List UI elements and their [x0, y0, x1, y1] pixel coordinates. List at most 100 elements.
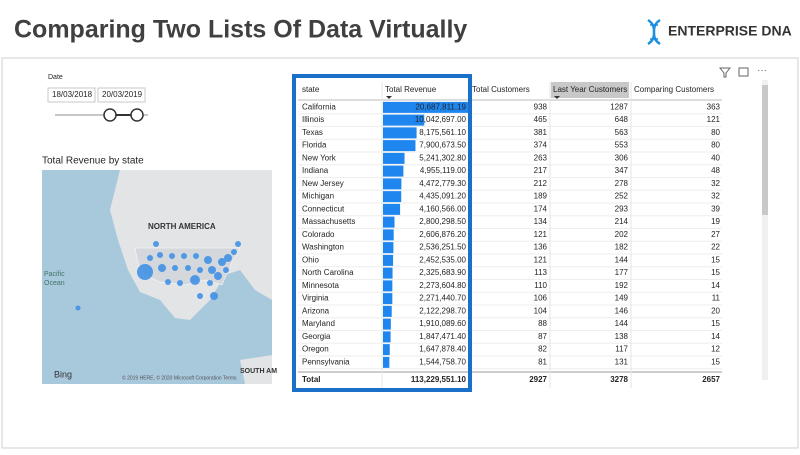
total-cell: 2927 — [529, 375, 547, 384]
number-cell: 192 — [615, 281, 629, 290]
map-credits: © 2019 HERE, © 2020 Microsoft Corporatio… — [122, 374, 237, 381]
number-cell: 146 — [615, 306, 629, 315]
state-cell: Georgia — [302, 332, 331, 341]
number-cell: 27 — [711, 230, 720, 239]
slicer-label: Date — [48, 74, 63, 81]
revenue-bar — [383, 140, 416, 152]
map-label: SOUTH AM — [240, 368, 277, 375]
state-cell: Pennsylvania — [302, 357, 350, 366]
number-cell: 278 — [615, 179, 629, 188]
revenue-bar — [383, 152, 405, 164]
number-cell: 374 — [534, 141, 548, 150]
revenue-cell: 4,955,119.00 — [420, 166, 467, 175]
revenue-cell: 2,325,683.90 — [419, 268, 466, 277]
number-cell: 217 — [534, 166, 548, 175]
sort-indicator — [386, 96, 392, 99]
revenue-cell: 4,472,779.30 — [419, 179, 466, 188]
revenue-cell: 8,175,561.10 — [419, 128, 466, 137]
revenue-bar — [383, 165, 404, 177]
number-cell: 15 — [711, 357, 720, 366]
number-cell: 938 — [534, 102, 548, 111]
brand-name: ENTERPRISE DNA — [668, 23, 792, 39]
number-cell: 136 — [534, 243, 548, 252]
total-cell: 2657 — [702, 375, 720, 384]
total-cell: 3278 — [610, 375, 628, 384]
date-start-box[interactable] — [47, 87, 96, 103]
number-cell: 363 — [707, 102, 721, 111]
revenue-bar — [383, 344, 390, 356]
filter-icon[interactable] — [718, 67, 732, 78]
number-cell: 149 — [615, 294, 629, 303]
revenue-bar — [383, 267, 393, 279]
number-cell: 15 — [711, 268, 720, 277]
revenue-bar — [383, 356, 390, 368]
number-cell: 263 — [534, 153, 548, 162]
slider-handle[interactable] — [130, 108, 144, 122]
revenue-bar — [383, 242, 394, 254]
column-header: Comparing Customers — [634, 85, 714, 94]
number-cell: 39 — [711, 204, 720, 213]
state-cell: Massachusetts — [302, 217, 355, 226]
state-cell: Virginia — [302, 294, 329, 303]
number-cell: 88 — [538, 319, 547, 328]
revenue-cell: 2,271,440.70 — [419, 294, 466, 303]
state-cell: Indiana — [302, 166, 329, 175]
header-highlight — [551, 82, 629, 98]
number-cell: 20 — [711, 306, 720, 315]
slider-handle[interactable] — [103, 108, 117, 122]
number-cell: 189 — [534, 192, 548, 201]
number-cell: 134 — [534, 217, 548, 226]
number-cell: 82 — [538, 345, 547, 354]
state-cell: New York — [302, 153, 337, 162]
revenue-cell: 1,847,471.40 — [419, 332, 466, 341]
scrollbar-thumb[interactable] — [762, 85, 768, 215]
number-cell: 648 — [615, 115, 629, 124]
total-label: Total — [302, 375, 321, 384]
number-cell: 110 — [534, 281, 547, 290]
number-cell: 104 — [534, 306, 548, 315]
number-cell: 553 — [615, 141, 629, 150]
revenue-cell: 1,910,089.60 — [419, 319, 466, 328]
number-cell: 80 — [711, 141, 720, 150]
revenue-bar — [383, 305, 392, 317]
revenue-cell: 1,544,758.70 — [419, 357, 466, 366]
state-cell: Florida — [302, 141, 327, 150]
number-cell: 347 — [615, 166, 629, 175]
number-cell: 182 — [615, 243, 629, 252]
column-header: Last Year Customers — [553, 85, 627, 94]
revenue-cell: 2,122,298.70 — [419, 306, 466, 315]
map-ocean: Pacific Ocean — [44, 271, 65, 287]
revenue-bar — [383, 254, 394, 266]
number-cell: 144 — [615, 255, 629, 264]
number-cell: 32 — [711, 192, 720, 201]
number-cell: 80 — [711, 128, 720, 137]
date-end-box[interactable] — [97, 87, 146, 103]
state-cell: Michigan — [302, 192, 334, 201]
number-cell: 81 — [538, 357, 547, 366]
revenue-cell: 5,241,302.80 — [419, 153, 466, 162]
focus-icon[interactable] — [738, 67, 749, 77]
state-cell: Ohio — [302, 255, 319, 264]
visual-header-icons: ⋯ — [718, 66, 767, 78]
more-icon[interactable]: ⋯ — [757, 66, 767, 77]
state-cell: California — [302, 102, 336, 111]
revenue-bar — [383, 178, 402, 190]
scrollbar-track[interactable] — [762, 80, 768, 380]
revenue-bar — [383, 216, 395, 228]
page-title: Comparing Two Lists Of Data Virtually — [14, 16, 467, 44]
state-cell: Maryland — [302, 319, 335, 328]
revenue-bar — [383, 280, 393, 292]
state-cell: Texas — [302, 128, 323, 137]
map-provider: Bing — [54, 369, 72, 379]
number-cell: 22 — [711, 243, 720, 252]
total-cell: 113,229,551.10 — [411, 375, 467, 384]
revenue-bar — [383, 203, 401, 215]
revenue-cell: 2,273,604.80 — [419, 281, 466, 290]
brand-logo — [647, 18, 661, 46]
revenue-cell: 2,536,251.50 — [419, 243, 466, 252]
revenue-cell: 7,900,673.50 — [419, 141, 466, 150]
map-title: Total Revenue by state — [42, 156, 144, 167]
number-cell: 1287 — [610, 102, 628, 111]
